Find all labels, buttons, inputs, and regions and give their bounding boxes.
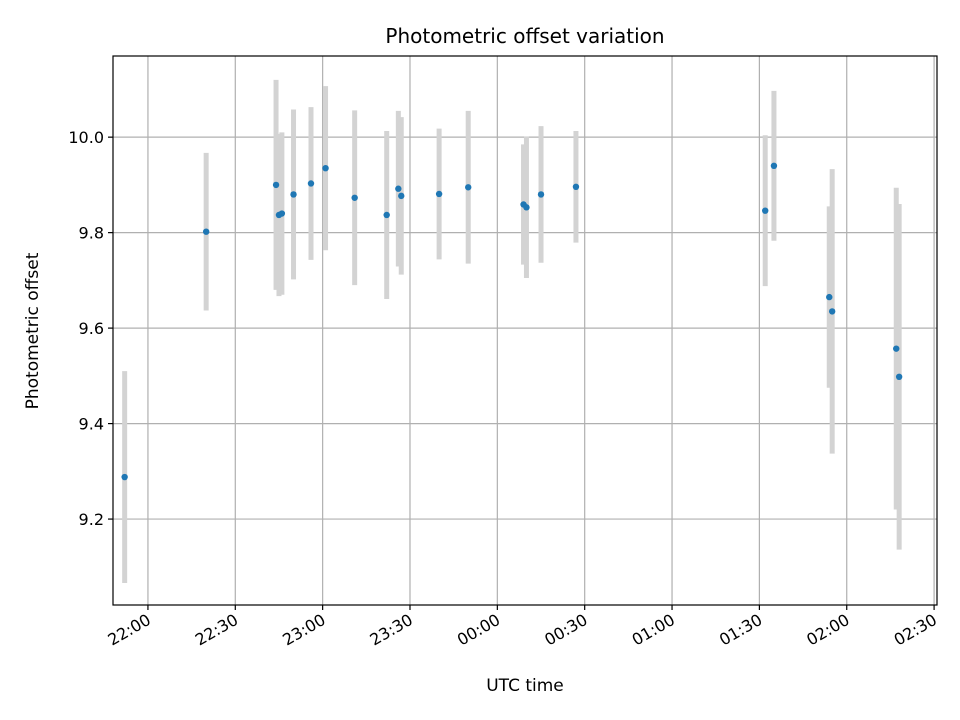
y-tick-label: 9.6 bbox=[79, 319, 104, 338]
data-points bbox=[121, 162, 903, 481]
data-point bbox=[537, 191, 545, 198]
plot-frame bbox=[112, 55, 938, 606]
data-point bbox=[278, 210, 286, 217]
data-point bbox=[465, 184, 472, 191]
data-point bbox=[523, 204, 530, 211]
data-point bbox=[322, 164, 329, 172]
data-point bbox=[435, 190, 443, 198]
data-point bbox=[307, 180, 315, 187]
data-point bbox=[272, 181, 280, 189]
data-point bbox=[398, 192, 405, 200]
x-axis-label: UTC time bbox=[486, 676, 564, 696]
data-point bbox=[895, 373, 903, 381]
data-point bbox=[893, 345, 900, 352]
y-tick-label: 9.2 bbox=[79, 510, 104, 529]
data-point bbox=[572, 183, 580, 191]
y-tick-label: 10.0 bbox=[68, 128, 104, 147]
y-tick-label: 9.4 bbox=[79, 415, 104, 434]
data-point bbox=[202, 228, 210, 235]
y-axis-label: Photometric offset bbox=[23, 252, 43, 409]
data-point bbox=[121, 473, 128, 481]
y-axis: 9.2 9.4 9.6 9.8 10.0 bbox=[68, 128, 113, 529]
data-point bbox=[383, 211, 390, 219]
y-tick-label: 9.8 bbox=[79, 224, 104, 243]
data-point bbox=[351, 194, 358, 201]
data-point bbox=[826, 293, 833, 301]
data-point bbox=[395, 185, 402, 192]
data-point bbox=[770, 162, 778, 169]
data-point bbox=[828, 308, 836, 315]
chart-title: Photometric offset variation bbox=[385, 24, 664, 48]
data-point bbox=[290, 191, 297, 198]
data-point bbox=[762, 207, 769, 214]
